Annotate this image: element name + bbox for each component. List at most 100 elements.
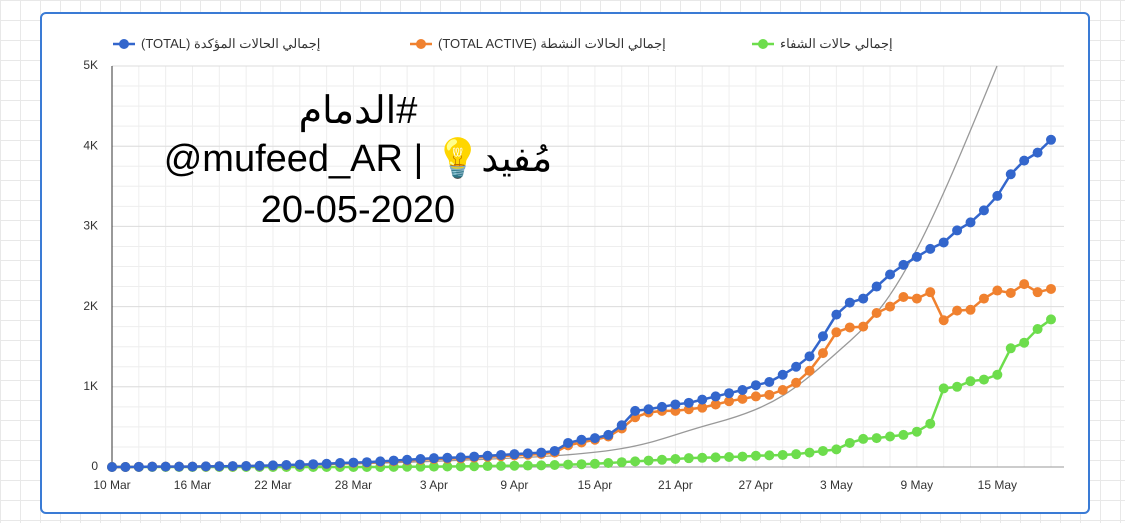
point (925, 287, 936, 298)
point (978, 293, 989, 304)
point (1019, 337, 1030, 348)
point (643, 404, 654, 415)
point (1019, 279, 1030, 290)
y-tick-label: 1K (83, 379, 98, 393)
point (804, 351, 815, 362)
point (978, 374, 989, 385)
point (911, 293, 922, 304)
y-tick-label: 5K (83, 58, 98, 72)
point (871, 281, 882, 292)
point (697, 394, 708, 405)
point (630, 405, 641, 416)
x-tick-label: 27 Apr (739, 478, 774, 492)
x-tick-label: 9 Apr (500, 478, 528, 492)
point (187, 461, 198, 472)
point (777, 369, 788, 380)
point (1005, 169, 1016, 180)
point (992, 190, 1003, 201)
point (348, 457, 359, 468)
point (1046, 314, 1056, 325)
point (697, 452, 708, 463)
point (509, 460, 520, 471)
point (1032, 287, 1043, 298)
point (871, 308, 882, 319)
point (724, 451, 735, 462)
point (321, 458, 332, 469)
point (589, 458, 600, 469)
point (817, 331, 828, 342)
point (683, 453, 694, 464)
point (764, 376, 775, 387)
point (858, 321, 869, 332)
point (1005, 287, 1016, 298)
point (133, 461, 144, 472)
point (536, 460, 547, 471)
point (603, 457, 614, 468)
point (214, 461, 225, 472)
point (871, 433, 882, 444)
x-tick-label: 10 Mar (93, 478, 130, 492)
point (844, 297, 855, 308)
point (804, 447, 815, 458)
point (817, 348, 828, 359)
point (563, 459, 574, 470)
point (549, 459, 560, 470)
point (174, 461, 185, 472)
point (777, 385, 788, 396)
point (308, 459, 319, 470)
x-tick-label: 3 May (820, 478, 853, 492)
point (791, 377, 802, 388)
point (428, 453, 439, 464)
point (160, 461, 171, 472)
x-tick-label: 3 Apr (420, 478, 448, 492)
point (952, 381, 963, 392)
point (898, 291, 909, 302)
annotation: 20-05-2020 (261, 189, 455, 231)
point (428, 461, 439, 472)
legend-label: إجمالي حالات الشفاء (780, 36, 893, 51)
point (496, 449, 507, 460)
point (938, 383, 949, 394)
point (469, 461, 480, 472)
point (536, 447, 547, 458)
point (952, 305, 963, 316)
point (589, 433, 600, 444)
point (616, 457, 627, 468)
point (697, 402, 708, 413)
point (965, 304, 976, 315)
point (107, 462, 117, 472)
point (992, 369, 1003, 380)
point (911, 426, 922, 437)
point (750, 450, 761, 461)
point (402, 454, 413, 465)
grid (111, 65, 1064, 468)
point (576, 434, 587, 445)
point (549, 445, 560, 456)
point (388, 455, 399, 466)
point (885, 301, 896, 312)
point (656, 454, 667, 465)
point (683, 397, 694, 408)
point (898, 429, 909, 440)
point (750, 391, 761, 402)
point (737, 451, 748, 462)
point (804, 365, 815, 376)
point (911, 251, 922, 262)
legend-marker (758, 39, 768, 49)
point (844, 437, 855, 448)
point (576, 459, 587, 470)
point (764, 450, 775, 461)
point (455, 461, 466, 472)
point (469, 451, 480, 462)
point (992, 285, 1003, 296)
point (415, 453, 426, 464)
point (925, 418, 936, 429)
point (509, 449, 520, 460)
y-tick-label: 3K (83, 219, 98, 233)
point (1032, 324, 1043, 335)
point (724, 388, 735, 399)
point (522, 448, 533, 459)
point (335, 457, 346, 468)
point (147, 461, 158, 472)
point (455, 452, 466, 463)
